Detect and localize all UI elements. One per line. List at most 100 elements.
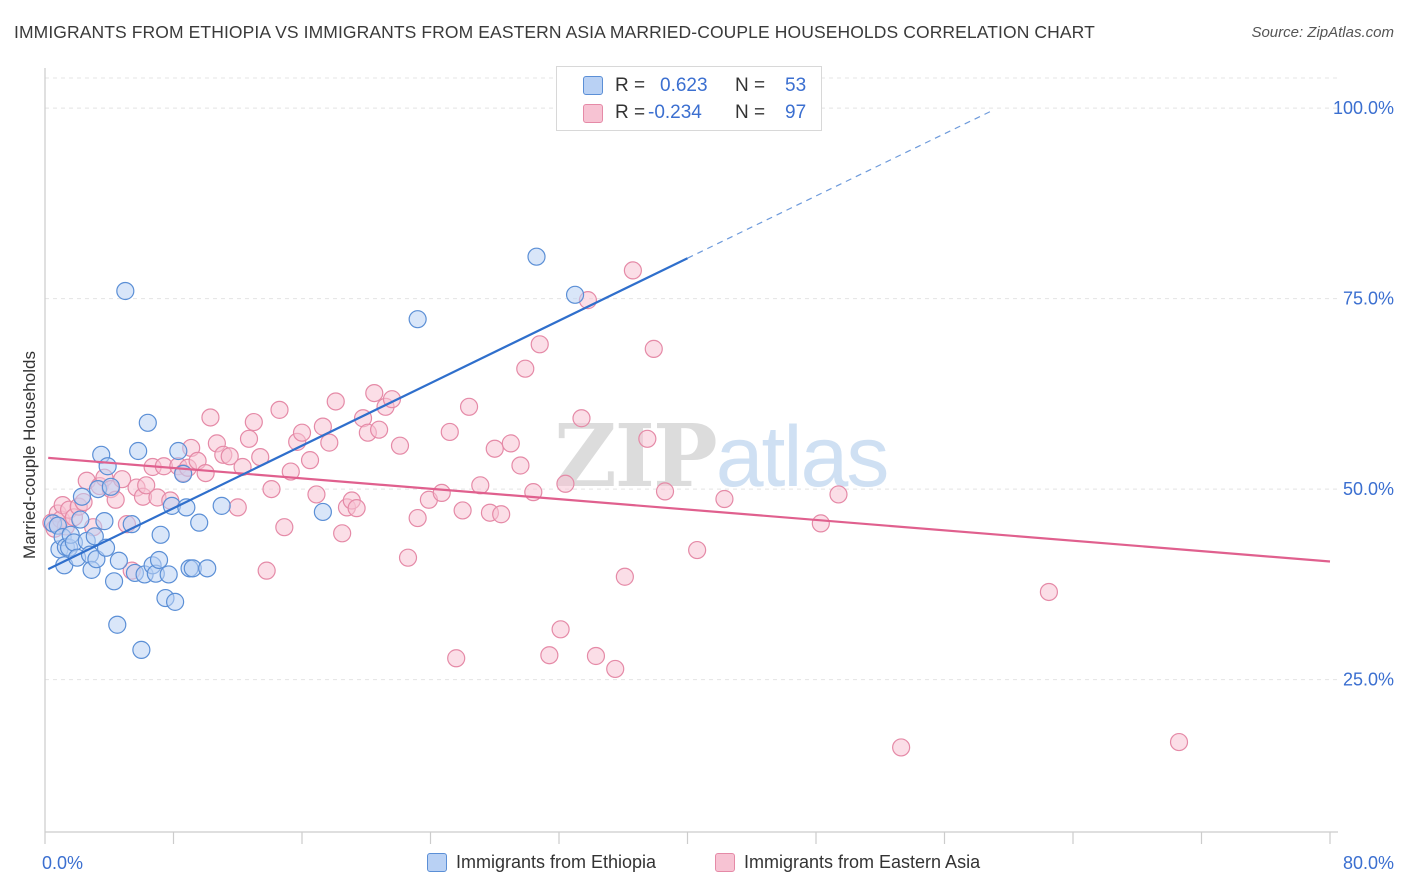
point-eastern-asia	[540, 646, 559, 665]
point-eastern-asia	[638, 429, 657, 448]
point-eastern-asia	[551, 620, 570, 639]
point-eastern-asia	[408, 508, 427, 528]
legend-swatch-ethiopia	[427, 853, 447, 872]
point-ethiopia	[527, 247, 546, 266]
point-eastern-asia	[270, 400, 289, 419]
x-tick-label: 0.0%	[42, 853, 83, 873]
point-eastern-asia	[892, 738, 911, 757]
point-ethiopia	[101, 477, 120, 496]
point-ethiopia	[109, 551, 128, 570]
point-ethiopia	[408, 310, 427, 329]
point-eastern-asia	[244, 412, 263, 432]
point-ethiopia	[565, 285, 585, 304]
point-ethiopia	[149, 550, 169, 570]
legend-label-eastern-asia: Immigrants from Eastern Asia	[744, 852, 981, 872]
point-eastern-asia	[715, 489, 734, 509]
point-eastern-asia	[688, 540, 707, 560]
point-eastern-asia	[606, 659, 625, 679]
point-ethiopia	[72, 487, 92, 506]
trend-line-ethiopia-extension	[687, 109, 993, 259]
point-eastern-asia	[485, 439, 504, 458]
point-ethiopia	[190, 513, 209, 532]
point-eastern-asia	[370, 420, 389, 439]
series-legend-ethiopia: Immigrants from Ethiopia	[427, 852, 656, 873]
legend-r-label: R =	[615, 75, 646, 96]
trend-line-eastern-asia	[48, 456, 1331, 563]
correlation-legend: R = 0.623 N = 53 R = -0.234 N = 97	[556, 66, 822, 131]
point-ethiopia	[198, 559, 217, 578]
legend-r-value: 0.623	[660, 75, 708, 96]
series-ethiopia	[43, 247, 585, 659]
point-eastern-asia	[307, 485, 326, 504]
grid-lines	[45, 77, 1338, 681]
point-eastern-asia	[281, 462, 300, 481]
point-eastern-asia	[655, 482, 675, 501]
point-ethiopia	[98, 457, 117, 476]
point-eastern-asia	[201, 408, 220, 427]
y-tick-label: 100.0%	[1333, 98, 1394, 118]
legend-n-value: 53	[785, 75, 807, 96]
legend-swatch-eastern-asia	[583, 104, 603, 123]
y-tick-label: 75.0%	[1343, 289, 1394, 309]
point-eastern-asia	[644, 339, 663, 358]
point-eastern-asia	[228, 498, 247, 517]
point-ethiopia	[108, 615, 127, 634]
point-eastern-asia	[623, 261, 642, 280]
point-eastern-asia	[492, 505, 511, 524]
point-eastern-asia	[615, 567, 634, 586]
point-ethiopia	[116, 281, 135, 301]
point-eastern-asia	[292, 423, 312, 442]
point-eastern-asia	[829, 485, 848, 504]
point-eastern-asia	[347, 499, 366, 518]
point-eastern-asia	[326, 392, 345, 411]
point-eastern-asia	[530, 335, 549, 354]
point-eastern-asia	[511, 456, 530, 475]
point-eastern-asia	[262, 480, 281, 499]
trend-lines	[47, 109, 1331, 571]
point-ethiopia	[71, 510, 90, 529]
point-eastern-asia	[398, 548, 418, 567]
legend-swatch-eastern-asia	[715, 853, 735, 872]
point-eastern-asia	[501, 434, 520, 453]
point-eastern-asia	[365, 383, 384, 403]
point-eastern-asia	[459, 397, 479, 416]
point-eastern-asia	[1169, 732, 1189, 752]
point-eastern-asia	[239, 429, 259, 448]
point-eastern-asia	[447, 649, 466, 668]
point-ethiopia	[313, 502, 332, 522]
legend-r-value: -0.234	[648, 102, 702, 123]
legend-n-label: N =	[735, 102, 766, 123]
point-ethiopia	[169, 441, 188, 461]
y-tick-label: 25.0%	[1343, 670, 1394, 690]
point-eastern-asia	[257, 561, 276, 580]
point-ethiopia	[104, 572, 124, 591]
point-eastern-asia	[196, 463, 215, 483]
trend-line-ethiopia	[47, 257, 688, 571]
point-eastern-asia	[586, 646, 606, 666]
tick-labels: 25.0% 50.0% 75.0% 100.0% 0.0% 80.0%	[42, 98, 1394, 873]
point-eastern-asia	[300, 451, 320, 470]
point-eastern-asia	[572, 409, 591, 428]
point-eastern-asia	[556, 474, 575, 493]
x-tick-label: 80.0%	[1343, 853, 1394, 873]
point-eastern-asia	[320, 433, 339, 452]
chart-title: IMMIGRANTS FROM ETHIOPIA VS IMMIGRANTS F…	[14, 22, 1095, 42]
point-ethiopia	[166, 592, 185, 611]
point-eastern-asia	[1039, 582, 1059, 602]
point-ethiopia	[212, 496, 231, 515]
legend-n-label: N =	[735, 75, 766, 96]
point-ethiopia	[151, 525, 170, 544]
point-ethiopia	[132, 640, 151, 659]
point-eastern-asia	[453, 501, 472, 520]
y-tick-label: 50.0%	[1343, 479, 1394, 499]
point-eastern-asia	[275, 518, 294, 537]
point-eastern-asia	[333, 524, 352, 543]
point-eastern-asia	[432, 483, 451, 503]
point-ethiopia	[129, 441, 148, 461]
point-eastern-asia	[137, 476, 156, 495]
series-legend-eastern-asia: Immigrants from Eastern Asia	[715, 852, 980, 873]
point-ethiopia	[85, 527, 104, 546]
watermark: ZIPatlas	[554, 406, 889, 507]
point-ethiopia	[122, 515, 141, 534]
